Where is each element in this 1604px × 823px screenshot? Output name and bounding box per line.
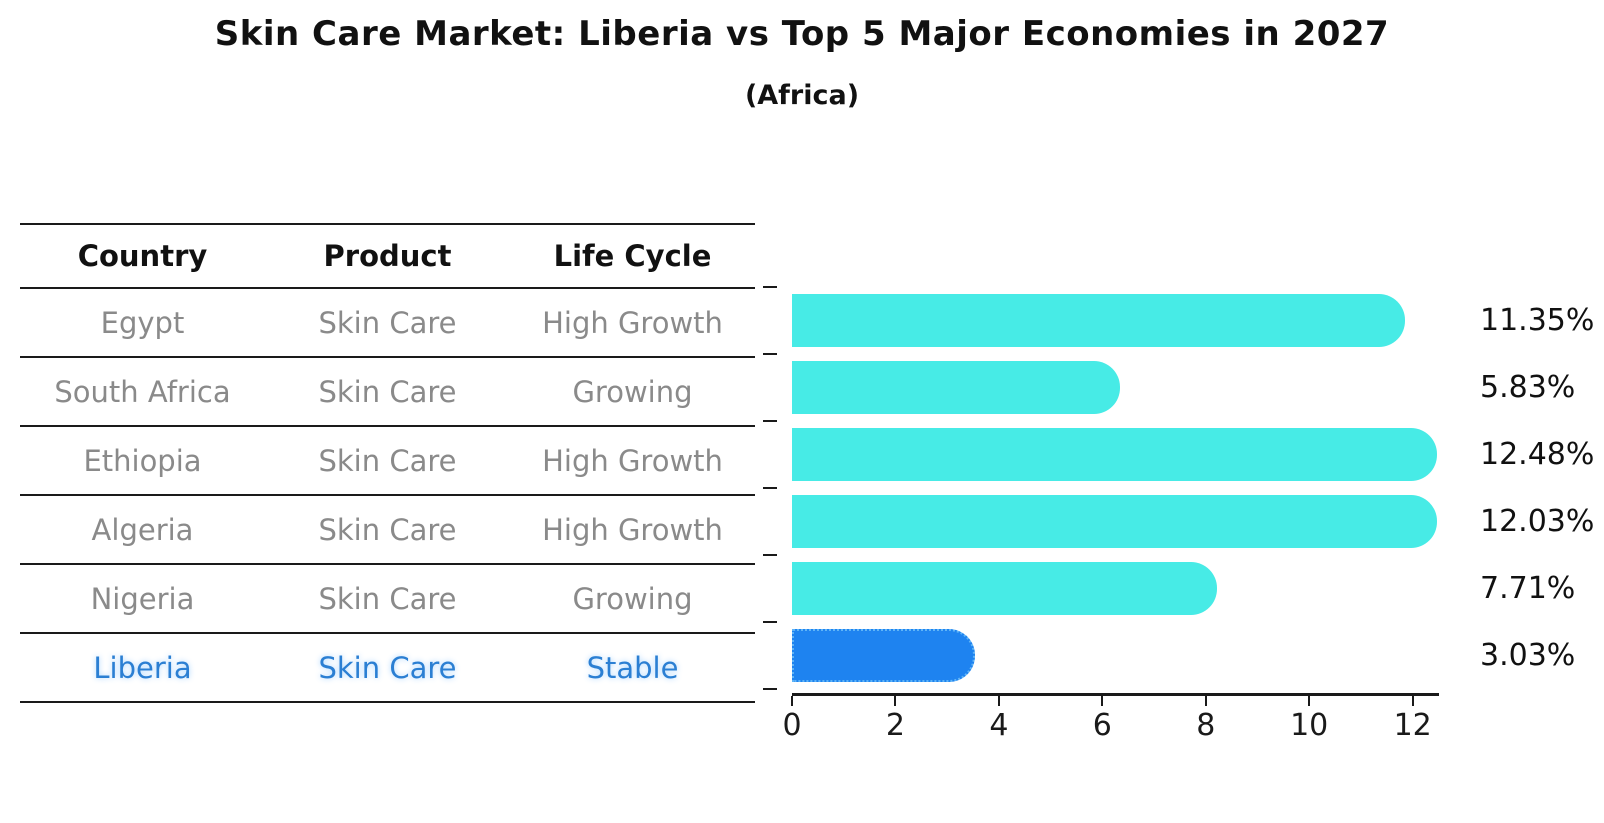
x-tick-mark	[1101, 696, 1104, 706]
x-tick-label: 0	[782, 708, 802, 743]
life-cycle-cell: Stable	[586, 650, 679, 685]
bar-row	[792, 555, 1437, 622]
bar-row	[792, 622, 1437, 689]
y-tick-mark	[763, 353, 777, 355]
product-cell: Skin Care	[318, 512, 457, 547]
value-row: 12.03%	[1480, 488, 1594, 555]
x-tick-label: 8	[1196, 708, 1216, 743]
y-tick-mark	[763, 286, 777, 288]
bar-nigeria	[792, 562, 1217, 615]
bar-chart	[792, 287, 1437, 689]
country-cell: Egypt	[100, 305, 185, 340]
bar-row	[792, 421, 1437, 488]
table-header-row: Country Product Life Cycle	[20, 223, 755, 289]
x-tick-mark	[894, 696, 897, 706]
country-cell: Liberia	[93, 650, 192, 685]
value-label-algeria: 12.03%	[1480, 504, 1595, 539]
value-row: 12.48%	[1480, 421, 1594, 488]
product-cell: Skin Care	[318, 374, 457, 409]
bar-row	[792, 488, 1437, 555]
value-label-ethiopia: 12.48%	[1480, 437, 1595, 472]
value-row: 11.35%	[1480, 287, 1594, 354]
column-header-product: Product	[323, 239, 452, 273]
value-label-column: 11.35% 5.83% 12.48% 12.03% 7.71% 3.03%	[1480, 287, 1594, 689]
country-cell: South Africa	[54, 374, 231, 409]
life-cycle-cell: Growing	[572, 581, 693, 616]
table-row-algeria: Algeria Skin Care High Growth	[20, 496, 755, 565]
life-cycle-cell: High Growth	[542, 512, 723, 547]
column-header-life-cycle: Life Cycle	[553, 239, 712, 273]
x-tick-label: 4	[989, 708, 1009, 743]
y-tick-mark	[763, 554, 777, 556]
bar-egypt	[792, 294, 1406, 347]
y-tick-mark	[763, 688, 777, 690]
life-cycle-cell: High Growth	[542, 305, 723, 340]
product-cell: Skin Care	[318, 305, 457, 340]
value-label-egypt: 11.35%	[1480, 303, 1595, 338]
bar-south-africa	[792, 361, 1120, 414]
life-cycle-cell: High Growth	[542, 443, 723, 478]
product-cell: Skin Care	[318, 581, 457, 616]
x-axis-line	[792, 693, 1439, 696]
bar-algeria	[792, 495, 1437, 548]
country-cell: Ethiopia	[83, 443, 202, 478]
bar-row	[792, 354, 1437, 421]
country-cell: Algeria	[91, 512, 194, 547]
life-cycle-cell: Growing	[572, 374, 693, 409]
bar-liberia-highlighted	[792, 629, 975, 682]
table-row-south-africa: South Africa Skin Care Growing	[20, 358, 755, 427]
product-cell: Skin Care	[318, 650, 457, 685]
page-title: Skin Care Market: Liberia vs Top 5 Major…	[214, 14, 1390, 54]
x-tick-label: 6	[1092, 708, 1112, 743]
x-tick-mark	[1204, 696, 1207, 706]
x-tick-mark	[1411, 696, 1414, 706]
bar-row	[792, 287, 1437, 354]
x-tick-mark	[1308, 696, 1311, 706]
table-row-egypt: Egypt Skin Care High Growth	[20, 289, 755, 358]
bar-ethiopia	[792, 428, 1437, 481]
y-tick-mark	[763, 487, 777, 489]
table-row-nigeria: Nigeria Skin Care Growing	[20, 565, 755, 634]
x-tick-label: 2	[885, 708, 905, 743]
y-tick-mark	[763, 420, 777, 422]
product-cell: Skin Care	[318, 443, 457, 478]
x-tick-label: 12	[1393, 708, 1432, 743]
country-table: Country Product Life Cycle Egypt Skin Ca…	[20, 223, 755, 703]
page-subtitle: (Africa)	[744, 80, 860, 111]
value-label-liberia: 3.03%	[1480, 638, 1576, 673]
value-label-south-africa: 5.83%	[1480, 370, 1576, 405]
table-row-ethiopia: Ethiopia Skin Care High Growth	[20, 427, 755, 496]
value-row: 3.03%	[1480, 622, 1594, 689]
table-row-liberia: Liberia Skin Care Stable	[20, 634, 755, 703]
value-label-nigeria: 7.71%	[1480, 571, 1576, 606]
country-cell: Nigeria	[90, 581, 195, 616]
column-header-country: Country	[77, 239, 208, 273]
value-row: 5.83%	[1480, 354, 1594, 421]
x-tick-mark	[791, 696, 793, 706]
x-tick-label: 10	[1290, 708, 1329, 743]
x-tick-mark	[997, 696, 1000, 706]
value-row: 7.71%	[1480, 555, 1594, 622]
y-tick-mark	[763, 621, 777, 623]
